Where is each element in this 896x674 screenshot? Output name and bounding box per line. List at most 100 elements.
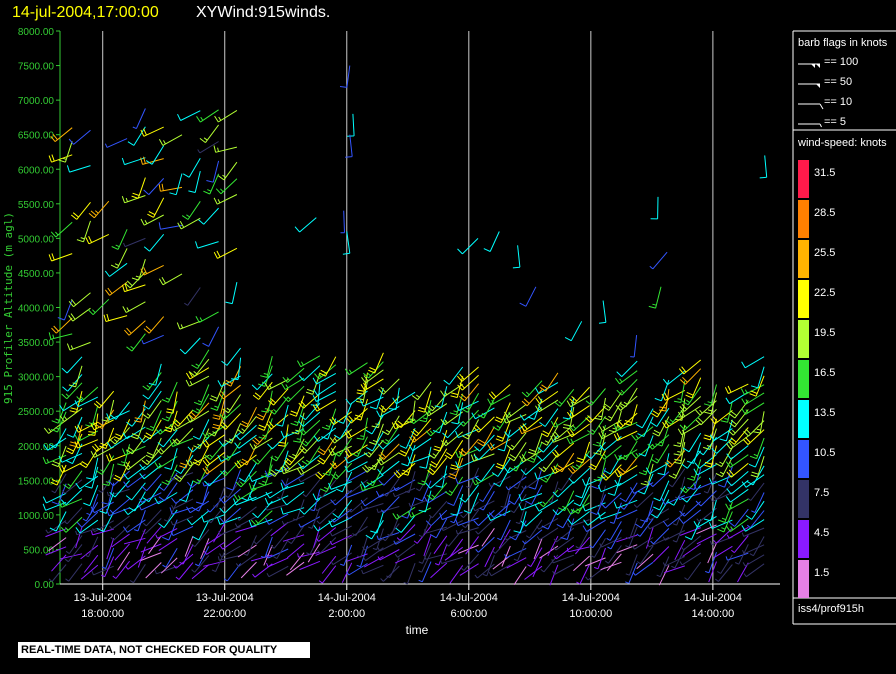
wind-barb — [282, 456, 305, 472]
wind-barb — [43, 419, 67, 434]
wind-barb — [179, 480, 194, 502]
wind-barb — [294, 217, 317, 233]
wind-barb — [381, 523, 400, 542]
wind-barb — [345, 134, 353, 158]
wind-barb — [424, 526, 447, 534]
wind-barb — [362, 538, 384, 551]
wind-barb — [61, 356, 83, 374]
wind-barb — [195, 482, 210, 505]
wind-barb — [146, 410, 162, 432]
wind-barb — [249, 437, 273, 450]
wind-barb — [401, 444, 416, 467]
wind-barb — [48, 154, 73, 163]
wind-barb — [461, 419, 480, 440]
wind-barb — [417, 463, 432, 486]
wind-barb — [471, 473, 495, 486]
wind-barb — [704, 392, 717, 415]
wind-barb — [224, 479, 242, 498]
wind-barb — [710, 492, 733, 502]
wind-barb — [463, 492, 480, 514]
wind-barb — [65, 535, 83, 555]
wind-barb — [342, 231, 351, 255]
wind-barb — [97, 511, 115, 533]
wind-barb — [492, 555, 511, 570]
wind-barb — [298, 454, 321, 470]
wind-barb — [111, 229, 128, 250]
wind-barb — [330, 552, 352, 566]
wind-barb — [328, 516, 352, 528]
wind-barb — [631, 426, 654, 441]
wind-barb — [380, 565, 400, 582]
wind-barb — [487, 393, 511, 406]
wind-barb — [684, 561, 702, 581]
wind-barb — [69, 390, 83, 413]
wind-barb — [260, 536, 273, 559]
wind-barb — [714, 564, 733, 582]
wind-barb — [282, 367, 305, 383]
wind-barb — [449, 393, 464, 416]
wind-barb — [121, 283, 146, 293]
wind-barb — [428, 439, 448, 459]
wind-barb — [270, 521, 289, 537]
wind-barb — [747, 482, 765, 501]
wind-barb — [684, 519, 702, 540]
wind-barb — [620, 491, 638, 510]
wind-barb — [651, 499, 670, 519]
wind-barb — [209, 380, 226, 402]
wind-barb — [361, 369, 384, 384]
x-tick-date: 14-Jul-2004 — [562, 592, 620, 604]
wind-barb — [708, 519, 733, 530]
wind-barb — [76, 511, 99, 528]
wind-barb — [555, 452, 575, 473]
wind-barb — [301, 446, 321, 466]
wind-barb — [368, 449, 384, 471]
wind-barb — [693, 463, 717, 476]
wind-barb — [369, 423, 384, 445]
y-tick-label: 6500.00 — [18, 131, 55, 142]
wind-barb — [552, 424, 575, 440]
wind-barb — [288, 438, 305, 460]
wind-barb — [541, 509, 559, 530]
wind-barb — [743, 563, 765, 578]
wind-barb — [140, 126, 164, 137]
wind-barb — [439, 511, 463, 521]
wind-barb — [614, 449, 638, 461]
wind-barb — [429, 448, 448, 468]
wind-barb — [65, 563, 83, 582]
wind-barb — [451, 402, 464, 425]
wind-barb — [289, 552, 305, 571]
wind-barb — [105, 281, 128, 296]
wind-barb — [283, 385, 305, 403]
wind-barb — [213, 486, 226, 508]
wind-barb — [319, 471, 337, 493]
wind-barb — [85, 405, 99, 428]
wind-barb — [203, 173, 220, 195]
wind-barb — [553, 536, 575, 551]
wind-barb — [330, 489, 353, 506]
y-axis-label: 915 Profiler Altitude (m agl) — [2, 212, 15, 404]
wind-barb — [266, 565, 289, 578]
wind-barb — [600, 464, 622, 481]
wind-barb — [435, 465, 448, 488]
wind-barb — [123, 455, 146, 471]
wind-barb — [66, 165, 91, 173]
wind-barb — [132, 108, 146, 130]
wind-barb — [143, 316, 165, 334]
wind-barb — [48, 253, 73, 262]
wind-barb — [520, 510, 543, 527]
speed-legend-swatch — [798, 560, 809, 598]
wind-barb — [237, 544, 257, 558]
wind-barb — [604, 401, 622, 422]
wind-barb — [191, 529, 210, 547]
wind-barb — [674, 476, 686, 499]
wind-barb — [329, 428, 353, 444]
wind-barb — [217, 375, 241, 387]
wind-barb — [573, 555, 590, 572]
wind-barb — [363, 555, 384, 568]
wind-barb — [512, 245, 521, 269]
wind-barb — [104, 262, 128, 277]
wind-barb — [552, 442, 575, 458]
wind-barb — [48, 332, 73, 340]
wind-barb — [455, 517, 479, 526]
wind-barb — [315, 527, 337, 542]
